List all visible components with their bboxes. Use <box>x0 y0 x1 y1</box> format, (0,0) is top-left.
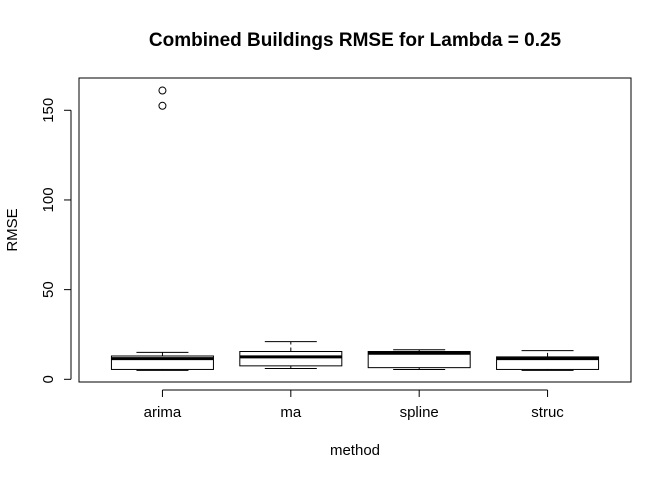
boxes-group <box>110 86 600 371</box>
chart-title: Combined Buildings RMSE for Lambda = 0.2… <box>149 30 562 51</box>
box-spline <box>367 349 471 370</box>
x-axis-label: method <box>330 442 380 459</box>
y-tick-label: 0 <box>40 375 57 383</box>
y-tick-label: 50 <box>40 281 57 298</box>
box-arima <box>110 86 214 371</box>
x-tick-label: arima <box>144 404 182 421</box>
iqr-box <box>367 351 471 369</box>
plot-frame <box>78 77 632 383</box>
box-struc <box>496 350 600 371</box>
outlier-point <box>158 101 167 110</box>
x-tick-label: spline <box>400 404 439 421</box>
y-axis: 0 50 100 150 <box>40 98 72 383</box>
y-axis-label: RMSE <box>4 208 21 251</box>
x-tick-label: ma <box>280 404 301 421</box>
outlier-point <box>158 86 167 95</box>
x-axis: arima ma spline struc <box>144 389 564 421</box>
box-ma <box>239 341 343 370</box>
y-tick-label: 100 <box>40 187 57 212</box>
iqr-box <box>110 355 214 370</box>
iqr-box <box>239 351 343 367</box>
x-tick-label: struc <box>531 404 564 421</box>
y-tick-label: 150 <box>40 98 57 123</box>
iqr-box <box>496 356 600 370</box>
